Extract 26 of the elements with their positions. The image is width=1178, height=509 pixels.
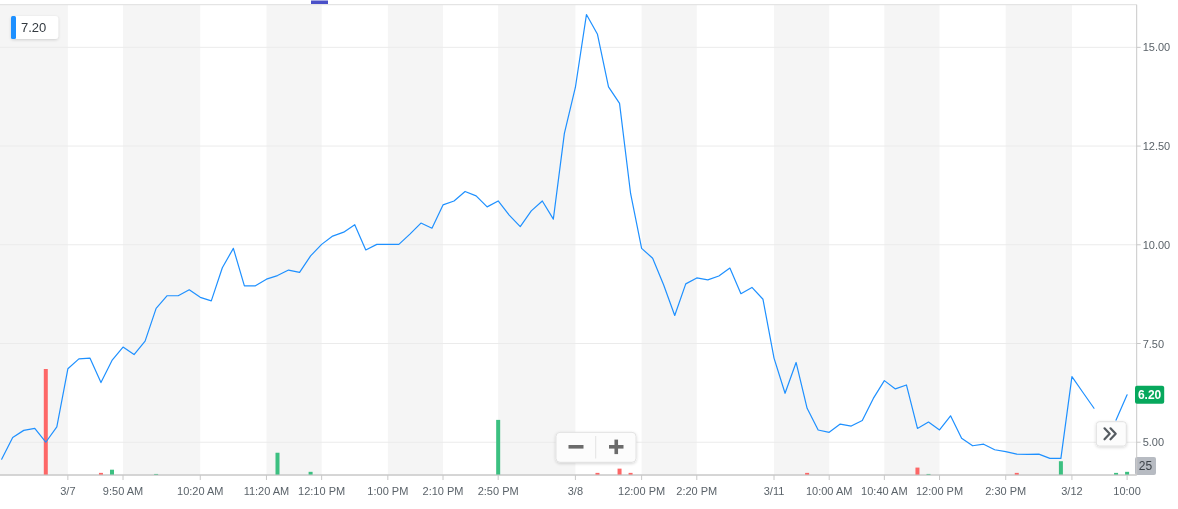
x-tick-label: 12:00 PM [618,485,666,497]
x-tick-label: 2:50 PM [477,485,519,497]
y-tick-label: 5.00 [1142,436,1165,449]
x-tick-label: 3/12 [1061,485,1083,497]
x-tick-label: 2:20 PM [676,485,718,497]
y-tick-label: 7.50 [1142,337,1165,350]
x-tick-label: 10:20 AM [177,485,224,497]
text: 25 [1138,459,1153,473]
x-tick-label: 9:50 AM [102,485,144,497]
y-tick-label: 15.00 [1142,41,1171,54]
x-tick-label: 1:00 PM [367,485,409,497]
annotation: 7.20 [21,20,47,35]
y-tick-label: 12.50 [1142,140,1171,153]
x-tick-label: 3/8 [567,485,584,497]
x-tick-label: 2:30 PM [985,485,1027,497]
x-tick-label: 3/7 [60,485,76,497]
x-tick-label: 10:00 AM [805,485,853,497]
x-tick-label: 3/11 [763,485,785,497]
x-tick-label: 10:00 [1113,485,1141,497]
x-tick-label: 10:40 AM [861,485,908,497]
x-tick-label: 12:10 PM [298,485,346,497]
y-tick-label: 10.00 [1142,238,1171,251]
x-tick-label: 2:10 PM [422,485,464,497]
x-tick-label: 12:00 PM [915,485,964,497]
x-tick-label: 11:20 AM [243,485,290,497]
annotation: 6.20 [1137,387,1162,402]
